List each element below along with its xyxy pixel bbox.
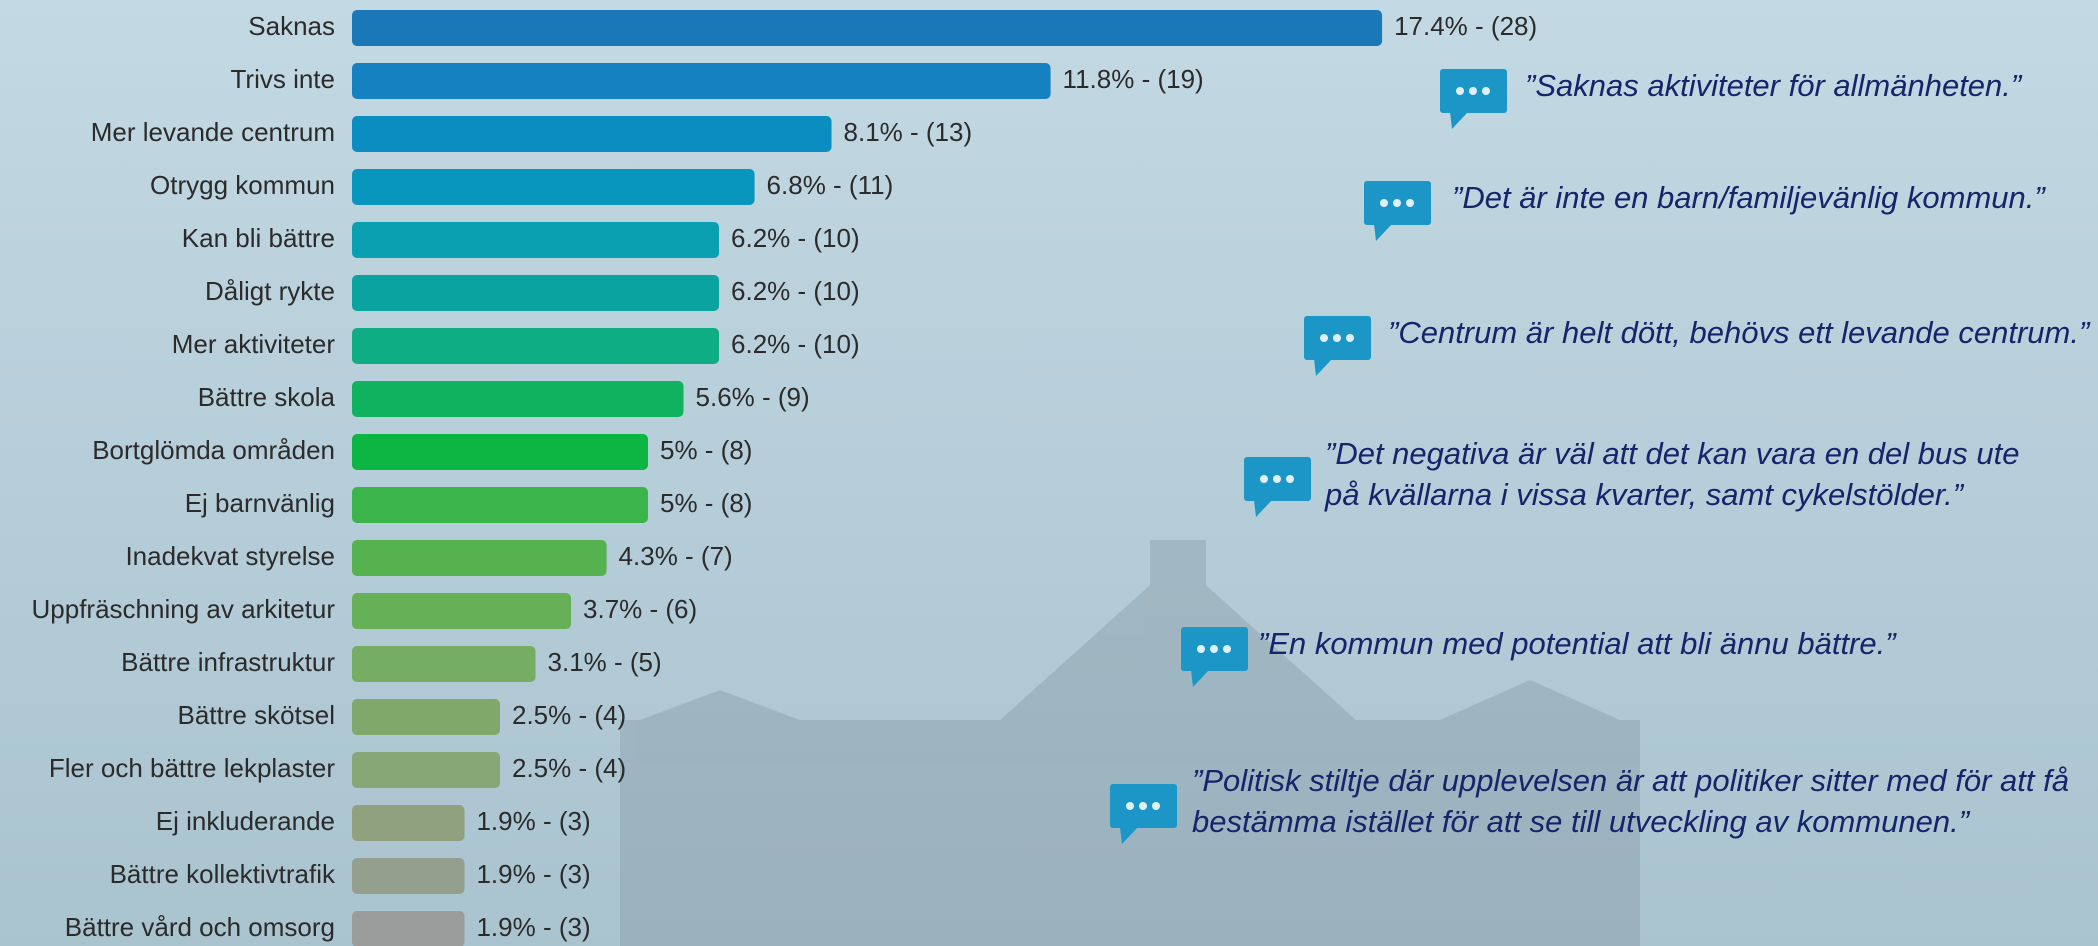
icon-dot: [1456, 87, 1464, 95]
value-label: 3.7% - (6): [583, 594, 697, 624]
category-label: Uppfräschning av arkitetur: [32, 594, 336, 624]
bar: [352, 275, 719, 311]
bar: [352, 434, 648, 470]
icon-dot: [1406, 199, 1414, 207]
quote-text: på kvällarna i vissa kvarter, samt cykel…: [1324, 477, 1965, 512]
category-label: Inadekvat styrelse: [125, 541, 335, 571]
icon-dot: [1152, 802, 1160, 810]
icon-dot: [1210, 645, 1218, 653]
value-label: 1.9% - (3): [476, 859, 590, 889]
icon-dot: [1286, 475, 1294, 483]
icon-dot: [1346, 334, 1354, 342]
category-label: Fler och bättre lekplaster: [49, 753, 335, 783]
bar: [352, 540, 607, 576]
bar: [352, 169, 755, 205]
category-label: Bättre kollektivtrafik: [110, 859, 336, 889]
quote-text: bestämma istället för att se till utveck…: [1192, 804, 1971, 839]
bar: [352, 805, 464, 841]
value-label: 2.5% - (4): [512, 700, 626, 730]
value-label: 6.8% - (11): [767, 170, 894, 200]
bar: [352, 381, 684, 417]
value-label: 4.3% - (7): [619, 541, 733, 571]
quote-text: ”Politisk stiltje där upplevelsen är att…: [1192, 763, 2069, 798]
category-label: Kan bli bättre: [182, 223, 335, 253]
icon-dot: [1380, 199, 1388, 207]
category-label: Ej barnvänlig: [185, 488, 335, 518]
bar: [352, 752, 500, 788]
category-label: Ej inkluderande: [156, 806, 335, 836]
bar: [352, 63, 1051, 99]
category-label: Trivs inte: [231, 64, 336, 94]
category-label: Bättre skötsel: [177, 700, 335, 730]
value-label: 17.4% - (28): [1394, 11, 1537, 41]
icon-dot: [1126, 802, 1134, 810]
quote-text: ”En kommun med potential att bli ännu bä…: [1258, 626, 1897, 661]
value-label: 1.9% - (3): [476, 806, 590, 836]
category-label: Mer levande centrum: [91, 117, 335, 147]
bar: [352, 593, 571, 629]
bar: [352, 858, 464, 894]
icon-dot: [1393, 199, 1401, 207]
value-label: 3.1% - (5): [548, 647, 662, 677]
category-label: Dåligt rykte: [205, 276, 335, 306]
bar: [352, 699, 500, 735]
bar: [352, 911, 464, 946]
icon-dot: [1273, 475, 1281, 483]
category-label: Mer aktiviteter: [172, 329, 336, 359]
icon-dot: [1139, 802, 1147, 810]
category-label: Otrygg kommun: [150, 170, 335, 200]
icon-dot: [1482, 87, 1490, 95]
value-label: 5% - (8): [660, 488, 752, 518]
category-label: Bättre vård och omsorg: [65, 912, 335, 942]
category-label: Bättre skola: [198, 382, 336, 412]
value-label: 8.1% - (13): [844, 117, 973, 147]
icon-dot: [1469, 87, 1477, 95]
value-label: 6.2% - (10): [731, 223, 860, 253]
value-label: 1.9% - (3): [476, 912, 590, 942]
chart: Saknas 17.4% - (28) Trivs inte 11.8% - (19)…: [0, 0, 2098, 946]
bar: [352, 646, 536, 682]
icon-dot: [1333, 334, 1341, 342]
category-label: Bortglömda områden: [92, 435, 335, 465]
bar: [352, 222, 719, 258]
category-label: Bättre infrastruktur: [121, 647, 335, 677]
value-label: 5% - (8): [660, 435, 752, 465]
icon-dot: [1197, 645, 1205, 653]
quote-text: ”Centrum är helt dött, behövs ett levand…: [1388, 315, 2091, 350]
quote-text: ”Det negativa är väl att det kan vara en…: [1325, 436, 2019, 471]
bar: [352, 328, 719, 364]
icon-dot: [1320, 334, 1328, 342]
icon-dot: [1223, 645, 1231, 653]
value-label: 11.8% - (19): [1063, 64, 1204, 94]
bar: [352, 487, 648, 523]
bar: [352, 116, 832, 152]
value-label: 6.2% - (10): [731, 276, 860, 306]
value-label: 6.2% - (10): [731, 329, 860, 359]
quote-text: ”Saknas aktiviteter för allmänheten.”: [1525, 68, 2023, 103]
category-label: Saknas: [248, 11, 335, 41]
icon-dot: [1260, 475, 1268, 483]
bar: [352, 10, 1382, 46]
value-label: 2.5% - (4): [512, 753, 626, 783]
quote-text: ”Det är inte en barn/familjevänlig kommu…: [1452, 180, 2046, 215]
value-label: 5.6% - (9): [696, 382, 810, 412]
